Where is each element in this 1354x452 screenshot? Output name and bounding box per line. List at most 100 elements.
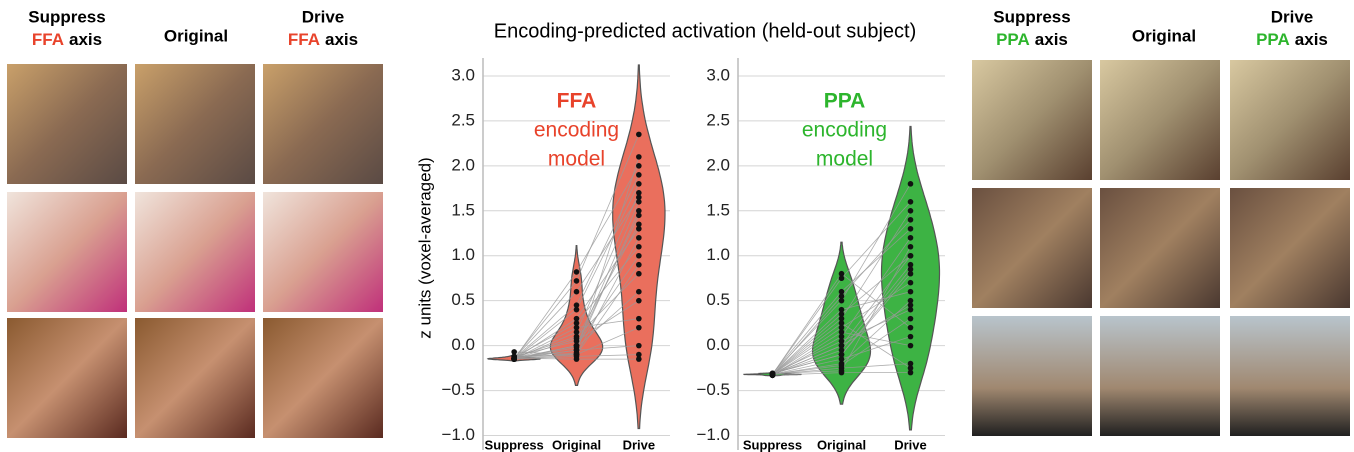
- data-point: [908, 235, 914, 241]
- y-tick-label: 2.5: [706, 110, 730, 129]
- figure: SuppressFFAaxisOriginalDriveFFAaxisSuppr…: [0, 0, 1354, 452]
- y-tick-label: −1.0: [441, 425, 475, 444]
- data-point: [839, 293, 845, 299]
- image: [1100, 60, 1220, 180]
- data-point: [636, 356, 642, 362]
- column-header: PPAaxis: [996, 30, 1068, 49]
- y-tick-label: 0.5: [451, 290, 475, 309]
- data-point: [908, 289, 914, 295]
- axis-name: PPA: [1256, 30, 1290, 49]
- column-header: Drive: [302, 7, 345, 26]
- image-grid: [7, 60, 1350, 438]
- data-point: [636, 271, 642, 277]
- image: [263, 318, 383, 438]
- y-tick-label: 3.0: [706, 65, 730, 84]
- y-tick-label: 2.5: [451, 110, 475, 129]
- image: [1230, 188, 1350, 308]
- column-header: Suppress: [28, 7, 105, 26]
- data-point: [636, 343, 642, 349]
- y-axis-label: z units (voxel-averaged): [415, 157, 434, 338]
- y-tick-label: 2.0: [706, 155, 730, 174]
- image: [263, 192, 383, 312]
- data-point: [636, 289, 642, 295]
- data-point: [908, 199, 914, 205]
- image: [7, 64, 127, 184]
- data-point: [908, 253, 914, 259]
- data-point: [839, 363, 845, 369]
- data-point: [636, 195, 642, 201]
- axis-word: axis: [1035, 30, 1068, 49]
- image: [135, 64, 255, 184]
- data-point: [636, 221, 642, 227]
- y-tick-label: −1.0: [696, 425, 730, 444]
- violin: [882, 127, 940, 430]
- data-point: [574, 336, 580, 342]
- data-point: [908, 226, 914, 232]
- x-tick-label: Drive: [894, 437, 927, 452]
- x-tick-label: Suppress: [743, 437, 802, 452]
- axis-word: axis: [325, 30, 358, 49]
- annotation: PPA: [824, 90, 866, 113]
- data-point: [636, 163, 642, 169]
- data-point: [908, 334, 914, 340]
- y-tick-label: 0.5: [706, 290, 730, 309]
- data-point: [839, 368, 845, 374]
- y-tick-label: 0.0: [706, 335, 730, 354]
- data-point: [636, 325, 642, 331]
- data-point: [574, 329, 580, 335]
- image: [972, 188, 1092, 308]
- image: [135, 192, 255, 312]
- y-tick-label: −0.5: [441, 380, 475, 399]
- data-point: [908, 208, 914, 214]
- y-tick-label: 2.0: [451, 155, 475, 174]
- y-tick-label: 1.0: [706, 245, 730, 264]
- column-header: PPA axis: [1256, 30, 1328, 49]
- data-point: [770, 372, 776, 378]
- image: [1230, 60, 1350, 180]
- data-point: [574, 307, 580, 313]
- data-point: [574, 343, 580, 349]
- data-point: [574, 289, 580, 295]
- axis-word: axis: [1295, 30, 1328, 49]
- x-tick-label: Drive: [623, 437, 656, 452]
- x-tick-label: Original: [817, 437, 866, 452]
- data-point: [908, 343, 914, 349]
- image: [1100, 188, 1220, 308]
- y-tick-label: −0.5: [696, 380, 730, 399]
- annotation: model: [816, 148, 873, 171]
- data-point: [636, 235, 642, 241]
- image: [135, 318, 255, 438]
- data-point: [574, 278, 580, 284]
- data-point: [636, 181, 642, 187]
- column-header: Drive: [1271, 7, 1314, 26]
- x-tick-label: Suppress: [485, 437, 544, 452]
- data-point: [636, 298, 642, 304]
- annotation: encoding: [534, 119, 619, 142]
- data-point: [511, 356, 517, 362]
- image: [1230, 316, 1350, 436]
- column-header: FFAaxis: [32, 30, 102, 49]
- axis-name: FFA: [32, 30, 64, 49]
- image: [1100, 316, 1220, 436]
- data-point: [574, 352, 580, 358]
- data-point: [839, 275, 845, 281]
- data-point: [636, 172, 642, 178]
- data-point: [908, 217, 914, 223]
- x-tick-label: Original: [552, 437, 601, 452]
- y-tick-label: 1.5: [706, 200, 730, 219]
- image: [7, 318, 127, 438]
- data-point: [908, 302, 914, 308]
- data-point: [839, 329, 845, 335]
- annotation: FFA: [557, 90, 597, 113]
- y-tick-label: 1.5: [451, 200, 475, 219]
- image: [7, 192, 127, 312]
- data-point: [574, 320, 580, 326]
- data-point: [908, 244, 914, 250]
- data-point: [636, 244, 642, 250]
- y-tick-label: 3.0: [451, 65, 475, 84]
- data-point: [636, 132, 642, 138]
- data-point: [908, 325, 914, 331]
- data-point: [908, 280, 914, 286]
- image: [972, 316, 1092, 436]
